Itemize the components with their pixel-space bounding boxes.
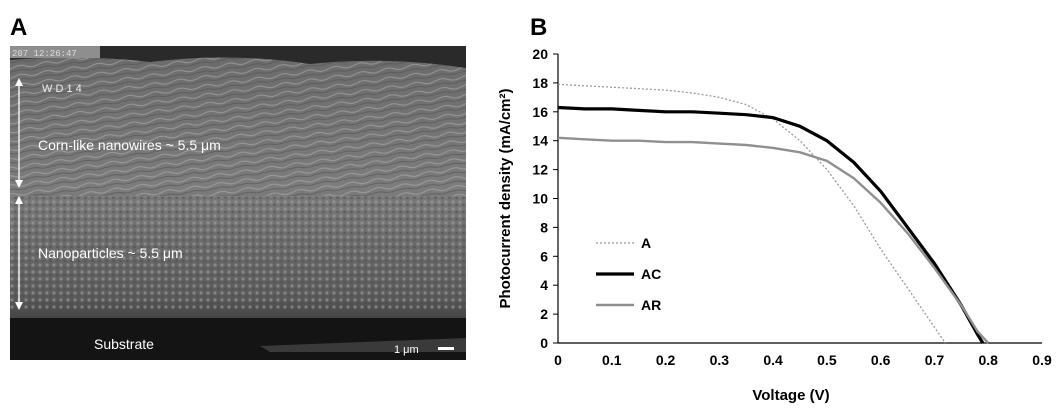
- sem-image: 207 12:26:47 W D 1 4 Corn-like nanowires…: [10, 46, 466, 360]
- working-distance-label: W D 1 4: [42, 83, 82, 95]
- y-tick-label: 18: [532, 75, 548, 91]
- y-tick-label: 10: [532, 191, 548, 207]
- sem-timestamp: 207 12:26:47: [12, 49, 77, 59]
- y-tick-label: 20: [532, 46, 548, 62]
- legend-label-a: A: [641, 235, 651, 251]
- nanowire-layer-label: Corn-like nanowires ~ 5.5 μm: [38, 137, 221, 153]
- x-tick-label: 0.2: [656, 352, 676, 368]
- legend-label-ar: AR: [641, 297, 661, 313]
- x-tick-label: 0.3: [710, 352, 730, 368]
- jv-chart: 0 2 4 6 8 10 12 14 16 18 20 0 0.1 0.2 0.3 0.4 0.5 0.6 0.7 0…: [490, 40, 1056, 413]
- x-tick-label: 0.7: [925, 352, 945, 368]
- x-tick-label: 0: [554, 352, 562, 368]
- y-tick-label: 0: [540, 335, 548, 351]
- legend-label-ac: AC: [641, 266, 661, 282]
- series-line-ar: [558, 138, 988, 343]
- y-tick-label: 6: [540, 248, 548, 264]
- y-tick-label: 16: [532, 104, 548, 120]
- x-axis-label: Voltage (V): [752, 387, 829, 404]
- y-tick-label: 12: [532, 162, 548, 178]
- y-tick-label: 8: [540, 219, 548, 235]
- scale-bar: [438, 347, 454, 350]
- nanoparticle-layer-label: Nanoparticles ~ 5.5 μm: [38, 245, 183, 261]
- x-tick-label: 0.1: [602, 352, 622, 368]
- y-tick-label: 2: [540, 306, 548, 322]
- x-tick-label: 0.9: [1032, 352, 1052, 368]
- x-tick-label: 0.4: [763, 352, 783, 368]
- x-tick-label: 0.6: [871, 352, 891, 368]
- y-tick-label: 14: [532, 133, 548, 149]
- y-axis-label: Photocurrent density (mA/cm²): [497, 88, 514, 308]
- scale-bar-label: 1 μm: [394, 344, 419, 356]
- substrate-label: Substrate: [94, 336, 154, 352]
- x-tick-label: 0.5: [817, 352, 837, 368]
- x-tick-label: 0.8: [978, 352, 998, 368]
- panel-a-letter: A: [10, 14, 27, 42]
- sem-micrograph: 207 12:26:47 W D 1 4 Corn-like nanowires…: [10, 46, 466, 360]
- y-tick-label: 4: [540, 277, 548, 293]
- series-line-ac: [558, 108, 983, 344]
- panel-b-letter: B: [530, 14, 547, 42]
